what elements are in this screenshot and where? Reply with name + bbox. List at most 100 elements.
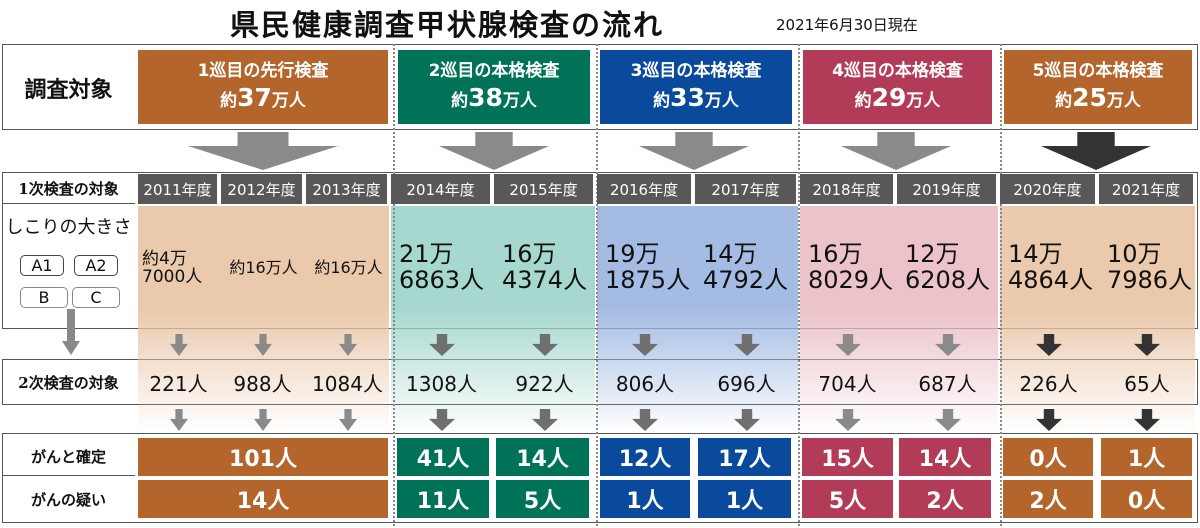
result-down-arrow-icon [632, 409, 658, 431]
round-count-prefix: 約 [1055, 90, 1073, 111]
round-count: 約37万人 [220, 82, 306, 115]
cancer-confirmed-cell: 14人 [496, 438, 589, 476]
step-down-arrow-icon [934, 334, 961, 356]
result-down-arrow-icon [169, 409, 188, 431]
round-count-value: 33 [670, 82, 705, 112]
round-4-band [800, 206, 998, 433]
round-2-down-arrow-icon [439, 132, 549, 170]
round-divider-2 [596, 44, 598, 526]
cancer-suspected-cell: 14人 [138, 480, 388, 518]
primary-target-count: 約4万 7000人 [142, 248, 203, 287]
size-grade-b: B [20, 287, 68, 308]
round-count-suffix: 万人 [906, 90, 941, 111]
round-count-prefix: 約 [451, 90, 469, 111]
round-3-header: 3巡目の本格検査 約33万人 [600, 50, 792, 124]
round-1-header: 1巡目の先行検査 約37万人 [138, 50, 388, 124]
round-count-value: 38 [468, 82, 503, 112]
round-count-suffix: 万人 [502, 90, 537, 111]
year-header: 2011年度 [138, 174, 217, 204]
round-count-prefix: 約 [854, 90, 872, 111]
round-1-down-arrow-icon [188, 132, 338, 170]
secondary-target-count: 226人 [1019, 371, 1078, 396]
cancer-suspected-cell: 2人 [1003, 480, 1093, 518]
cancer-suspected-cell: 1人 [698, 480, 791, 518]
primary-target-count: 14万 4792人 [703, 240, 789, 294]
secondary-target-count: 922人 [515, 371, 574, 396]
step-down-arrow-icon [253, 334, 272, 356]
round-count: 約33万人 [653, 82, 739, 115]
year-header: 2013年度 [306, 174, 387, 204]
round-5-header: 5巡目の本格検査 約25万人 [1004, 50, 1192, 124]
secondary-target-count: 221人 [149, 371, 208, 396]
cancer-confirmed-cell: 0人 [1003, 438, 1093, 476]
round-count: 約25万人 [1055, 82, 1141, 115]
cancer-suspected-cell: 2人 [899, 480, 991, 518]
primary-target-count: 19万 1875人 [605, 240, 691, 294]
round-3-band [597, 206, 798, 433]
primary-target-count: 12万 6208人 [905, 240, 991, 294]
cancer-suspected-cell: 11人 [397, 480, 489, 518]
result-down-arrow-icon [253, 409, 272, 431]
cancer-confirmed-cell: 17人 [698, 438, 791, 476]
round-divider-1 [393, 44, 395, 526]
round-count-prefix: 約 [653, 90, 671, 111]
cancer-confirmed-cell: 101人 [138, 438, 388, 476]
secondary-target-count: 65人 [1124, 371, 1170, 396]
round-count: 約29万人 [855, 82, 941, 115]
round-1-band [138, 206, 389, 433]
round-2-band [391, 206, 595, 433]
result-down-arrow-icon [733, 409, 760, 431]
year-header: 2020年度 [1000, 174, 1095, 204]
primary-target-count: 16万 8029人 [808, 240, 894, 294]
nodule-size-label: しこりの大きさ [5, 217, 132, 238]
cancer-suspected-label: がんの疑い [30, 490, 106, 509]
round-5-band [1000, 206, 1195, 433]
year-header: 2018年度 [800, 174, 893, 204]
primary-target-count: 約16万人 [229, 258, 298, 278]
secondary-target-label: 2次検査の対象 [18, 373, 119, 392]
step-down-arrow-icon [834, 334, 861, 356]
secondary-target-count: 806人 [615, 371, 675, 396]
cancer-confirmed-cell: 15人 [802, 438, 893, 476]
year-header: 2012年度 [221, 174, 302, 204]
primary-target-count: 約16万人 [314, 258, 383, 278]
year-header: 2015年度 [494, 174, 593, 204]
cancer-suspected-cell: 5人 [802, 480, 893, 518]
secondary-target-count: 1308人 [406, 371, 477, 396]
step-down-arrow-icon [338, 334, 357, 356]
result-down-arrow-icon [1134, 409, 1160, 431]
round-3-down-arrow-icon [639, 132, 749, 170]
round-name: 2巡目の本格検査 [428, 60, 560, 81]
result-down-arrow-icon [338, 409, 357, 431]
result-down-arrow-icon [1035, 409, 1062, 431]
step-down-arrow-icon [531, 334, 558, 356]
round-name: 4巡目の本格検査 [832, 60, 963, 81]
secondary-target-count: 988人 [233, 371, 292, 396]
result-down-arrow-icon [531, 409, 558, 431]
round-4-down-arrow-icon [841, 132, 951, 170]
size-grade-a2: A2 [74, 255, 118, 276]
primary-target-label: 1次検査の対象 [2, 174, 135, 204]
round-divider-3 [798, 44, 800, 526]
round-count: 約38万人 [451, 82, 537, 115]
size-grade-c: C [72, 287, 120, 308]
cancer-confirmed-cell: 41人 [397, 438, 489, 476]
year-header: 2019年度 [897, 174, 996, 204]
secondary-target-count: 687人 [918, 371, 977, 396]
round-count-value: 25 [1072, 82, 1107, 112]
nodule-to-secondary-arrow-icon [62, 309, 80, 355]
secondary-target-count: 696人 [717, 371, 776, 396]
page-title: 県民健康調査甲状腺検査の流れ [230, 8, 665, 42]
round-name: 1巡目の先行検査 [197, 60, 329, 81]
round-count-suffix: 万人 [704, 90, 739, 111]
step-down-arrow-icon [1134, 334, 1160, 356]
secondary-target-count: 1084人 [312, 371, 383, 396]
year-header: 2014年度 [391, 174, 490, 204]
round-5-down-arrow-icon [1041, 132, 1151, 170]
cancer-confirmed-label: がんと確定 [2, 438, 135, 476]
result-down-arrow-icon [934, 409, 961, 431]
primary-target-count: 16万 4374人 [502, 240, 588, 294]
cancer-confirmed-cell: 14人 [899, 438, 991, 476]
cancer-suspected-cell: 5人 [496, 480, 589, 518]
cancer-confirmed-cell: 1人 [1101, 438, 1192, 476]
